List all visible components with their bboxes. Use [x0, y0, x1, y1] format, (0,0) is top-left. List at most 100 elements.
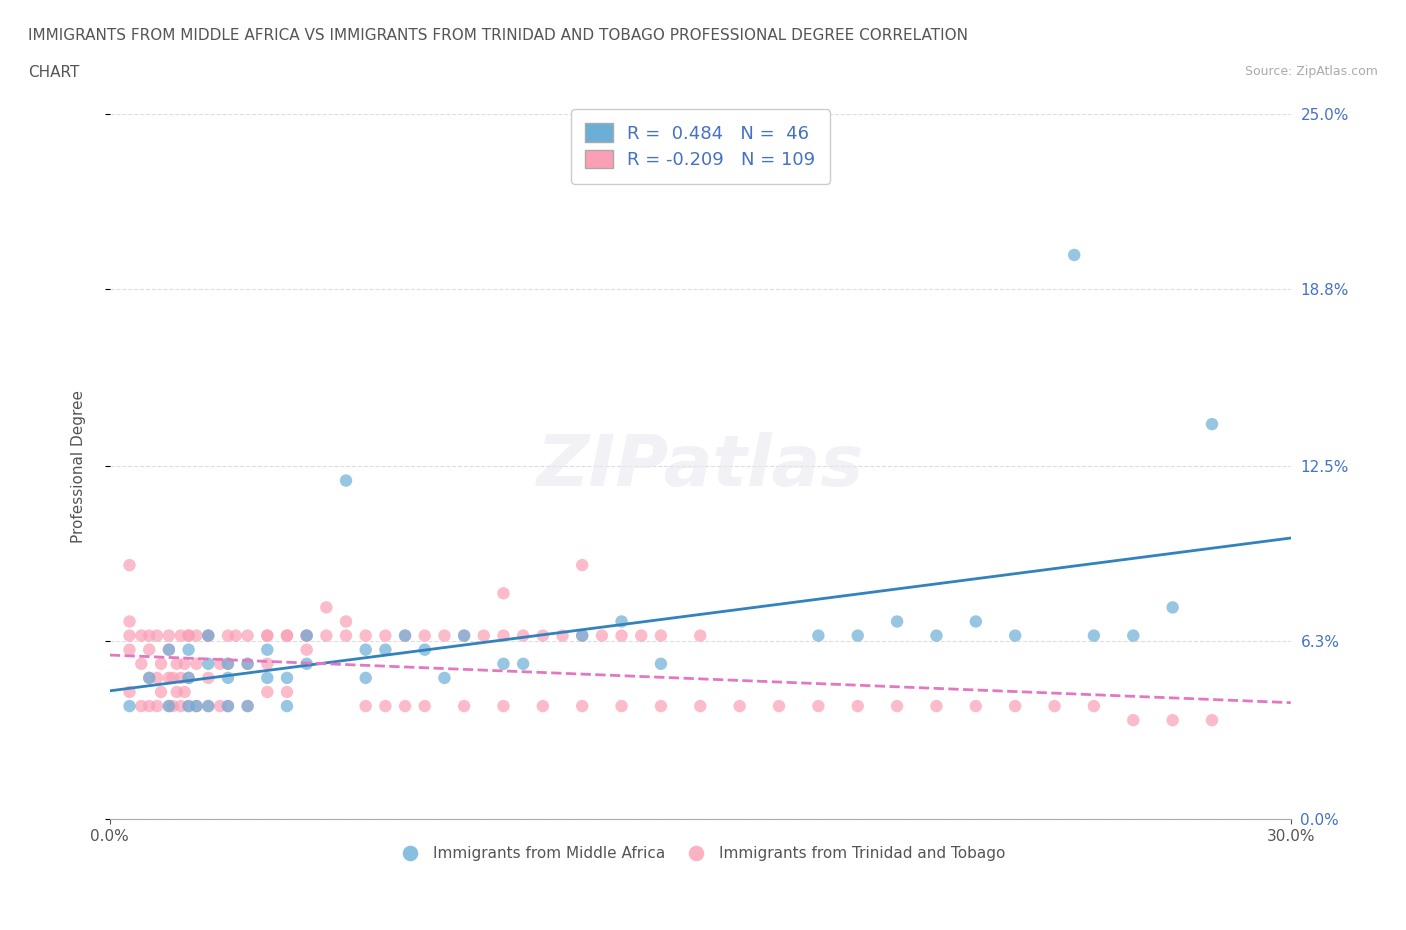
Point	[492, 586, 515, 601]
Point	[768, 698, 790, 713]
Point	[276, 684, 298, 699]
Point	[689, 628, 711, 643]
Point	[177, 671, 200, 685]
Point	[886, 698, 908, 713]
Point	[197, 698, 219, 713]
Point	[295, 628, 318, 643]
Point	[315, 628, 337, 643]
Point	[965, 698, 987, 713]
Point	[173, 684, 195, 699]
Point	[118, 698, 141, 713]
Point	[138, 643, 160, 658]
Point	[492, 698, 515, 713]
Point	[276, 671, 298, 685]
Point	[170, 698, 193, 713]
Point	[1063, 247, 1085, 262]
Point	[177, 628, 200, 643]
Point	[571, 698, 593, 713]
Text: Source: ZipAtlas.com: Source: ZipAtlas.com	[1244, 65, 1378, 78]
Point	[217, 698, 239, 713]
Point	[650, 698, 672, 713]
Point	[846, 628, 869, 643]
Point	[295, 657, 318, 671]
Point	[150, 657, 173, 671]
Point	[170, 671, 193, 685]
Point	[413, 698, 436, 713]
Point	[925, 628, 948, 643]
Point	[186, 657, 208, 671]
Point	[197, 628, 219, 643]
Point	[118, 643, 141, 658]
Point	[1161, 712, 1184, 727]
Point	[1122, 628, 1144, 643]
Point	[531, 628, 554, 643]
Point	[236, 698, 259, 713]
Point	[374, 643, 396, 658]
Point	[453, 628, 475, 643]
Point	[177, 643, 200, 658]
Point	[335, 473, 357, 488]
Point	[1083, 698, 1105, 713]
Point	[886, 614, 908, 629]
Point	[295, 628, 318, 643]
Point	[197, 698, 219, 713]
Point	[236, 657, 259, 671]
Point	[689, 698, 711, 713]
Point	[197, 657, 219, 671]
Point	[846, 698, 869, 713]
Point	[354, 628, 377, 643]
Point	[728, 698, 751, 713]
Point	[1122, 712, 1144, 727]
Point	[551, 628, 574, 643]
Point	[186, 698, 208, 713]
Point	[453, 698, 475, 713]
Point	[571, 558, 593, 573]
Point	[131, 657, 153, 671]
Point	[472, 628, 495, 643]
Point	[354, 698, 377, 713]
Point	[1004, 698, 1026, 713]
Point	[1201, 712, 1223, 727]
Text: IMMIGRANTS FROM MIDDLE AFRICA VS IMMIGRANTS FROM TRINIDAD AND TOBAGO PROFESSIONA: IMMIGRANTS FROM MIDDLE AFRICA VS IMMIGRA…	[28, 28, 969, 43]
Point	[531, 698, 554, 713]
Point	[295, 628, 318, 643]
Point	[177, 698, 200, 713]
Point	[138, 671, 160, 685]
Point	[162, 671, 184, 685]
Point	[118, 614, 141, 629]
Point	[256, 671, 278, 685]
Point	[256, 628, 278, 643]
Text: CHART: CHART	[28, 65, 80, 80]
Point	[157, 628, 180, 643]
Point	[197, 628, 219, 643]
Point	[209, 698, 232, 713]
Point	[177, 671, 200, 685]
Point	[610, 614, 633, 629]
Point	[131, 628, 153, 643]
Point	[118, 628, 141, 643]
Point	[492, 657, 515, 671]
Point	[925, 698, 948, 713]
Point	[186, 698, 208, 713]
Point	[256, 628, 278, 643]
Point	[374, 698, 396, 713]
Point	[217, 671, 239, 685]
Point	[186, 628, 208, 643]
Point	[236, 657, 259, 671]
Point	[1201, 417, 1223, 432]
Point	[131, 698, 153, 713]
Point	[492, 628, 515, 643]
Point	[157, 671, 180, 685]
Point	[166, 684, 188, 699]
Point	[217, 628, 239, 643]
Point	[610, 698, 633, 713]
Point	[394, 628, 416, 643]
Point	[591, 628, 613, 643]
Point	[512, 628, 534, 643]
Point	[413, 628, 436, 643]
Point	[276, 698, 298, 713]
Point	[394, 698, 416, 713]
Point	[807, 698, 830, 713]
Point	[166, 657, 188, 671]
Point	[335, 628, 357, 643]
